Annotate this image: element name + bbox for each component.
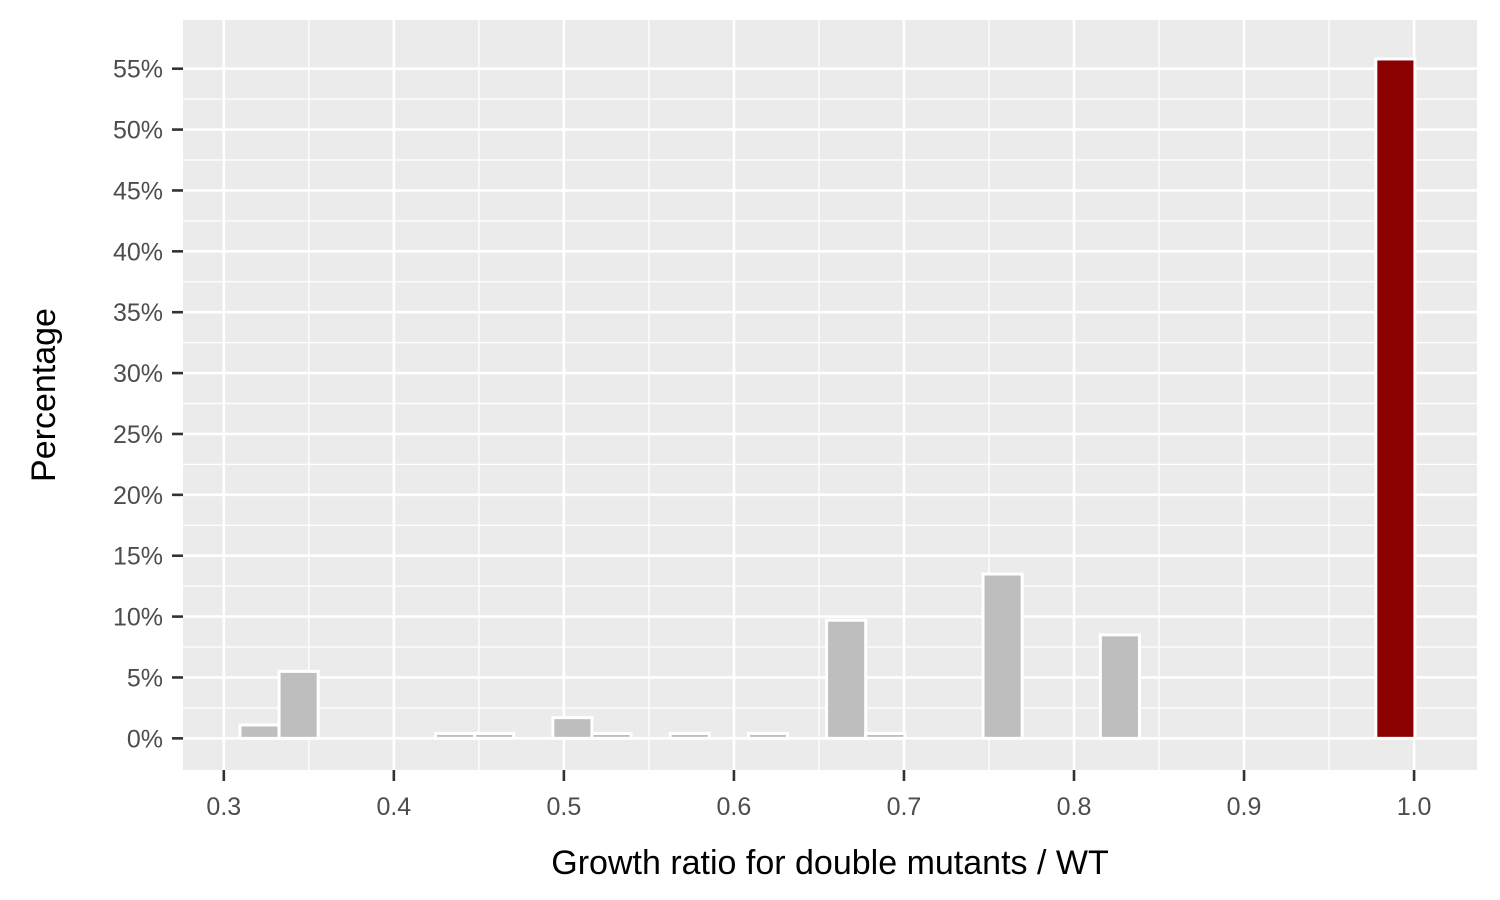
histogram-bar	[551, 716, 594, 740]
y-tick-label: 55%	[113, 56, 163, 84]
major-gridlines	[183, 20, 1477, 770]
y-tick-label: 15%	[113, 543, 163, 571]
histogram-bar	[434, 731, 477, 740]
y-tick-label: 0%	[127, 725, 163, 753]
histogram-bar	[473, 731, 516, 740]
x-tick-label: 0.4	[376, 793, 411, 821]
histogram-bar	[277, 669, 320, 740]
x-tick-label: 0.5	[547, 793, 582, 821]
x-axis: 0.3 0.4 0.5 0.6 0.7 0.8 0.9 1.0	[206, 770, 1431, 821]
y-tick-label: 20%	[113, 482, 163, 510]
y-tick-label: 40%	[113, 238, 163, 266]
y-tick-label: 5%	[127, 664, 163, 692]
y-axis-title: Percentage	[25, 308, 63, 482]
x-tick-label: 0.6	[717, 793, 752, 821]
minor-gridlines	[183, 20, 1477, 770]
histogram-bar	[590, 731, 633, 740]
histogram-bar	[1098, 633, 1141, 740]
histogram-bar	[825, 618, 868, 740]
y-tick-label: 25%	[113, 421, 163, 449]
x-axis-title: Growth ratio for double mutants / WT	[551, 844, 1108, 882]
histogram-bar	[238, 723, 281, 740]
y-tick-label: 45%	[113, 177, 163, 205]
histogram-bar	[746, 731, 789, 740]
histogram-bar	[864, 731, 907, 740]
x-tick-label: 0.8	[1057, 793, 1092, 821]
y-tick-label: 50%	[113, 117, 163, 145]
histogram-bar	[981, 572, 1024, 740]
x-tick-label: 0.7	[887, 793, 922, 821]
highlighted-bar	[1374, 57, 1417, 740]
histogram-bar	[668, 731, 711, 740]
x-tick-label: 0.9	[1227, 793, 1262, 821]
y-tick-label: 30%	[113, 360, 163, 388]
x-tick-label: 0.3	[206, 793, 241, 821]
y-axis: 0% 5% 10% 15% 20% 25% 30% 35% 40% 45% 50% 55%	[113, 56, 183, 753]
y-tick-label: 10%	[113, 604, 163, 632]
y-tick-label: 35%	[113, 299, 163, 327]
x-tick-label: 1.0	[1397, 793, 1432, 821]
bars	[238, 57, 1417, 740]
